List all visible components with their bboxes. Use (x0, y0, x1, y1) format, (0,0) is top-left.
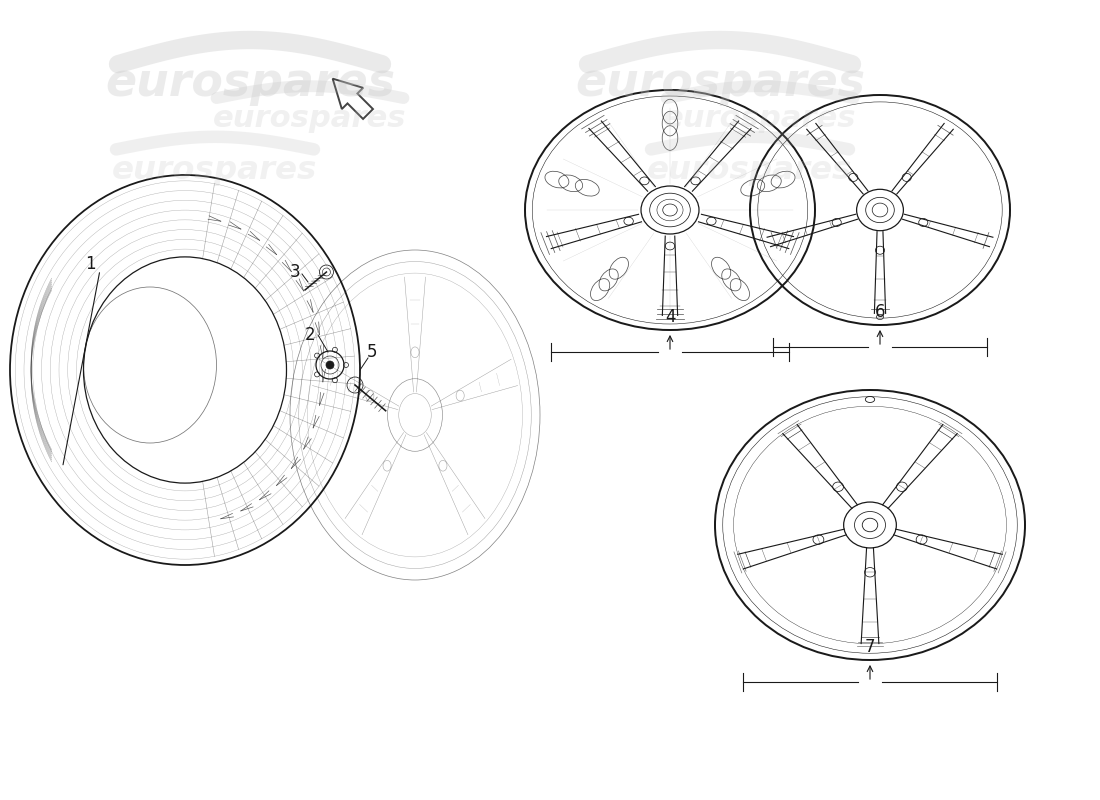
Circle shape (326, 361, 334, 369)
Text: eurospares: eurospares (112, 155, 318, 186)
Text: eurospares: eurospares (663, 104, 857, 133)
Text: eurospares: eurospares (647, 155, 852, 186)
Text: 6: 6 (874, 303, 886, 321)
Text: 7: 7 (865, 638, 876, 656)
Text: eurospares: eurospares (213, 104, 407, 133)
Text: eurospares: eurospares (104, 62, 395, 106)
Text: 5: 5 (366, 343, 377, 361)
Text: 4: 4 (664, 308, 675, 326)
Text: 1: 1 (85, 255, 96, 273)
Text: eurospares: eurospares (575, 62, 865, 106)
Text: 2: 2 (305, 326, 316, 344)
Text: 3: 3 (289, 263, 300, 281)
